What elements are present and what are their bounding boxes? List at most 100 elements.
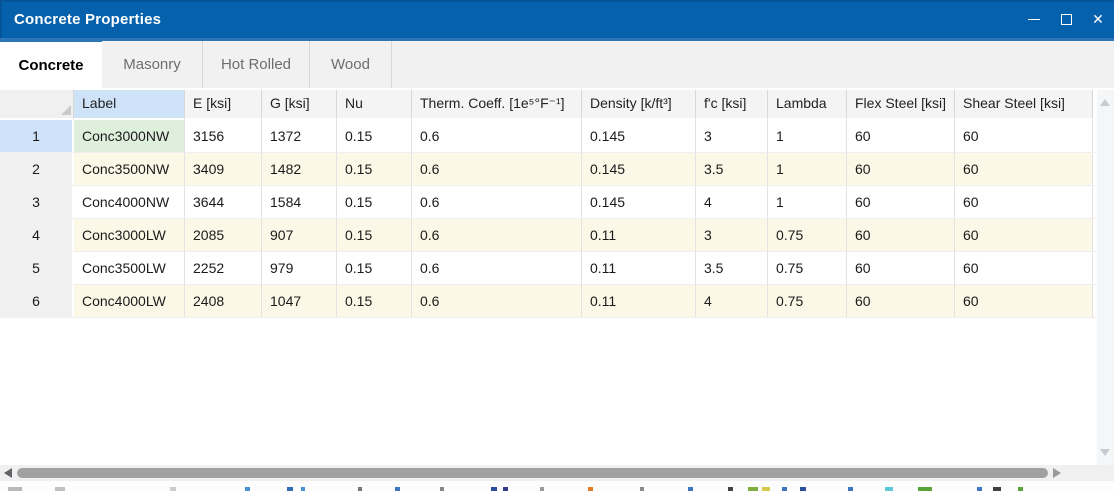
column-header[interactable]: G [ksi]	[262, 90, 337, 120]
tab-concrete[interactable]: Concrete	[0, 41, 102, 88]
table-cell[interactable]: 0.15	[337, 219, 412, 251]
table-cell[interactable]: 60	[847, 120, 955, 152]
table-cell[interactable]: 3.5	[696, 252, 768, 284]
table-cell[interactable]: 0.15	[337, 153, 412, 185]
table-cell[interactable]: 1482	[262, 153, 337, 185]
horizontal-scroll-thumb[interactable]	[17, 468, 1048, 478]
column-header[interactable]: Shear Steel [ksi]	[955, 90, 1093, 120]
table-cell[interactable]: 3	[696, 120, 768, 152]
table-cell[interactable]: 60	[847, 285, 955, 317]
table-cell[interactable]: 60	[847, 219, 955, 251]
row-number[interactable]: 6	[0, 285, 74, 317]
table-cell[interactable]: 2408	[185, 285, 262, 317]
table-cell[interactable]: 3156	[185, 120, 262, 152]
table-cell[interactable]: 60	[955, 252, 1093, 284]
table-cell[interactable]: 0.75	[768, 219, 847, 251]
table-cell[interactable]: 0.6	[412, 120, 582, 152]
table-cell[interactable]: 0.6	[412, 219, 582, 251]
maximize-icon	[1060, 13, 1072, 25]
table-cell[interactable]: 1047	[262, 285, 337, 317]
tab-wood[interactable]: Wood	[310, 41, 392, 88]
column-header[interactable]: Therm. Coeff. [1e⁵°F⁻¹]	[412, 90, 582, 120]
table-cell[interactable]: 0.145	[582, 186, 696, 218]
table-cell[interactable]: Conc3500NW	[74, 153, 185, 185]
background-tick	[993, 487, 1001, 491]
table-cell[interactable]: 0.6	[412, 285, 582, 317]
table-cell[interactable]: Conc4000NW	[74, 186, 185, 218]
row-number[interactable]: 3	[0, 186, 74, 218]
table-cell[interactable]: 1372	[262, 120, 337, 152]
select-all-corner[interactable]	[0, 90, 74, 120]
background-tick	[8, 487, 22, 491]
column-header[interactable]: f'c [ksi]	[696, 90, 768, 120]
table-cell[interactable]: 60	[955, 285, 1093, 317]
table-cell[interactable]: Conc3000LW	[74, 219, 185, 251]
table-cell[interactable]: 2252	[185, 252, 262, 284]
tab-hot-rolled[interactable]: Hot Rolled	[203, 41, 310, 88]
row-number[interactable]: 1	[0, 120, 74, 152]
scroll-right-icon[interactable]	[1053, 468, 1061, 478]
table-cell[interactable]: 0.15	[337, 120, 412, 152]
table-cell[interactable]: 1	[768, 120, 847, 152]
row-number[interactable]: 4	[0, 219, 74, 251]
table-cell[interactable]: 4	[696, 285, 768, 317]
tab-masonry[interactable]: Masonry	[102, 41, 203, 88]
table-cell[interactable]: 0.11	[582, 252, 696, 284]
table-cell[interactable]: 0.75	[768, 285, 847, 317]
table-cell[interactable]: 60	[847, 153, 955, 185]
table-cell[interactable]: 3409	[185, 153, 262, 185]
scroll-left-icon[interactable]	[4, 468, 12, 478]
table-cell[interactable]: 60	[847, 252, 955, 284]
column-header[interactable]: Flex Steel [ksi]	[847, 90, 955, 120]
column-header[interactable]: E [ksi]	[185, 90, 262, 120]
background-tick	[1018, 487, 1023, 491]
table-cell[interactable]: 0.15	[337, 252, 412, 284]
table-cell[interactable]: 0.11	[582, 219, 696, 251]
table-cell[interactable]: 3	[696, 219, 768, 251]
row-number[interactable]: 2	[0, 153, 74, 185]
row-number[interactable]: 5	[0, 252, 74, 284]
background-tick	[848, 487, 853, 491]
table-cell[interactable]: 979	[262, 252, 337, 284]
table-cell[interactable]: 4	[696, 186, 768, 218]
table-cell[interactable]: 1	[768, 153, 847, 185]
table-cell[interactable]: 3644	[185, 186, 262, 218]
table-cell[interactable]: 0.15	[337, 285, 412, 317]
table-cell[interactable]: 1	[768, 186, 847, 218]
table-cell[interactable]: 60	[955, 219, 1093, 251]
column-header[interactable]: Label	[74, 90, 185, 120]
vertical-scrollbar[interactable]	[1097, 90, 1114, 465]
column-header[interactable]: Lambda	[768, 90, 847, 120]
table-cell[interactable]: 60	[955, 186, 1093, 218]
table-cell[interactable]: 0.145	[582, 153, 696, 185]
table-cell[interactable]: Conc3000NW	[74, 120, 185, 152]
table-cell[interactable]: Conc4000LW	[74, 285, 185, 317]
minimize-button[interactable]	[1018, 0, 1050, 38]
table-cell[interactable]: 3.5	[696, 153, 768, 185]
table-cell[interactable]: Conc3500LW	[74, 252, 185, 284]
table-cell[interactable]: 2085	[185, 219, 262, 251]
table-cell[interactable]: 907	[262, 219, 337, 251]
table-cell[interactable]: 0.75	[768, 252, 847, 284]
table-cell[interactable]: 60	[955, 120, 1093, 152]
horizontal-scrollbar[interactable]	[0, 465, 1114, 481]
close-button[interactable]: ✕	[1082, 0, 1114, 38]
maximize-button[interactable]	[1050, 0, 1082, 38]
table-cell[interactable]: 60	[955, 153, 1093, 185]
table-cell[interactable]: 0.11	[582, 285, 696, 317]
scroll-up-icon[interactable]	[1100, 99, 1110, 106]
table-cell[interactable]: 0.145	[582, 120, 696, 152]
background-tick	[301, 487, 305, 491]
table-cell[interactable]: 0.6	[412, 153, 582, 185]
table-cell[interactable]: 0.6	[412, 186, 582, 218]
scroll-down-icon[interactable]	[1100, 449, 1110, 456]
background-tick	[540, 487, 544, 491]
titlebar[interactable]: Concrete Properties ✕	[0, 0, 1114, 41]
table-cell[interactable]: 0.15	[337, 186, 412, 218]
column-header[interactable]: Nu	[337, 90, 412, 120]
table-cell[interactable]: 60	[847, 186, 955, 218]
table-cell[interactable]: 1584	[262, 186, 337, 218]
column-header[interactable]: Density [k/ft³]	[582, 90, 696, 120]
table-row: 6 Conc4000LW 2408 1047 0.15 0.6 0.11 4 0.75 60 60	[0, 285, 1097, 318]
table-cell[interactable]: 0.6	[412, 252, 582, 284]
